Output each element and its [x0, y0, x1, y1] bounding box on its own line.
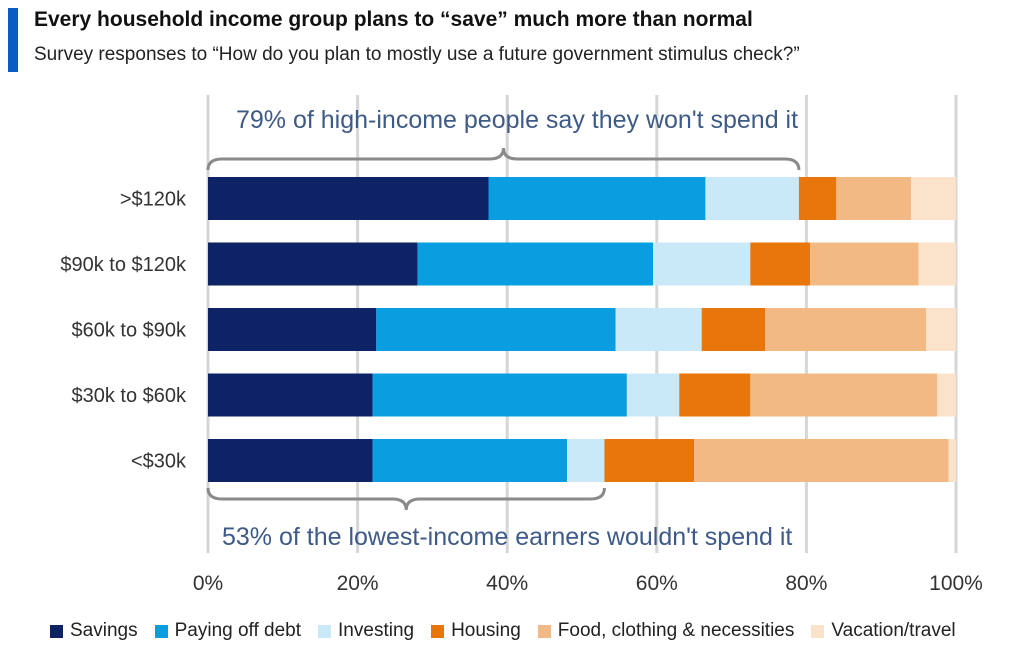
x-tick-label: 100% [929, 572, 983, 595]
bar-segment [208, 308, 377, 351]
legend-swatch [318, 624, 332, 638]
bar-segment [567, 439, 605, 482]
legend-label: Investing [338, 620, 415, 641]
legend-item: Vacation/travel [811, 620, 956, 642]
bar-segment [208, 439, 373, 482]
bar-segment [701, 308, 766, 351]
category-label: $30k to $60k [71, 385, 187, 407]
bar-segment [694, 439, 949, 482]
legend-swatch [811, 624, 825, 638]
chart-title: Every household income group plans to “s… [34, 8, 753, 31]
bar-segment [615, 308, 702, 351]
legend-label: Housing [451, 620, 521, 641]
bar-segment [208, 373, 373, 417]
bar-segment [705, 177, 799, 220]
bar-segment [653, 242, 751, 286]
bar-segment [208, 242, 418, 286]
annotation-brace [206, 147, 801, 171]
annotation-text: 79% of high-income people say they won't… [236, 106, 798, 134]
bar-segment [750, 242, 811, 286]
bar-segment [911, 177, 956, 220]
legend-swatch [50, 624, 63, 638]
title-accent-bar [8, 8, 18, 72]
category-label: >$120k [120, 189, 187, 211]
bar-segment [376, 308, 616, 351]
bar-segment [679, 373, 751, 417]
legend-item: Food, clothing & necessities [537, 620, 795, 642]
x-tick-label: 40% [486, 572, 528, 595]
bar-segment [836, 177, 912, 220]
bar-segment [810, 242, 919, 286]
bar-segment [604, 439, 695, 482]
category-label: <$30k [131, 451, 187, 473]
chart-subtitle: Survey responses to “How do you plan to … [34, 44, 800, 65]
x-tick-label: 80% [785, 572, 827, 595]
legend-swatch [431, 624, 445, 638]
legend-item: Investing [318, 620, 414, 642]
bar-segment [372, 373, 627, 417]
bar-segment [798, 177, 837, 220]
legend-swatch [154, 624, 168, 638]
legend-swatch [537, 624, 551, 638]
legend-label: Savings [70, 620, 138, 641]
bar-segment [417, 242, 654, 286]
bar-segment [372, 439, 568, 482]
bar-segment [937, 373, 956, 417]
bar-segment [208, 177, 489, 220]
bar-segment [750, 373, 938, 417]
stacked-bar-chart: >$120k $90k to $120k $60k to $90k $30k to $… [60, 95, 983, 595]
legend-item: Paying off debt [154, 620, 302, 642]
legend-item: Savings [50, 620, 138, 642]
annotation-brace [206, 487, 606, 511]
bar-segment [918, 242, 956, 286]
bar-segment [926, 308, 956, 351]
legend-item: Housing [431, 620, 521, 642]
legend-label: Food, clothing & necessities [557, 620, 795, 641]
x-tick-label: 60% [636, 572, 678, 595]
bar-segment [488, 177, 706, 220]
x-tick-label: 0% [193, 572, 223, 595]
legend: Savings Paying off debt Investing Housing Fo… [50, 620, 956, 642]
category-label: $60k to $90k [71, 320, 187, 342]
annotation-text: 53% of the lowest-income earners wouldn'… [222, 523, 792, 551]
category-label: $90k to $120k [60, 254, 187, 276]
legend-label: Vacation/travel [831, 620, 956, 641]
bar-segment [626, 373, 680, 417]
x-tick-label: 20% [337, 572, 379, 595]
bar-segment [948, 439, 956, 482]
legend-label: Paying off debt [174, 620, 302, 641]
bar-segment [765, 308, 927, 351]
